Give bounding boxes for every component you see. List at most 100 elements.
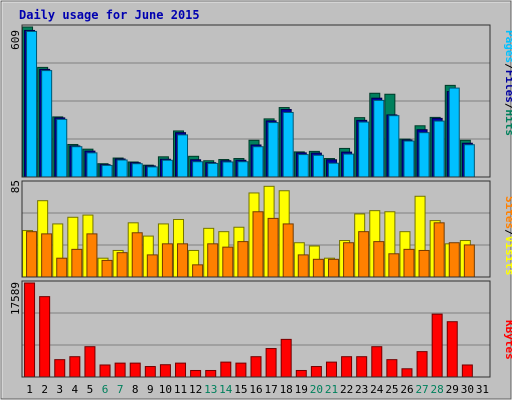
x-tick-label: 30	[461, 383, 474, 396]
pages-bar-day-9	[146, 166, 158, 178]
sites-bar-day-14	[222, 246, 234, 278]
legend-files: Files	[503, 70, 512, 103]
x-tick-label: 1	[26, 383, 33, 396]
kbytes-bar-day-28	[431, 313, 443, 378]
sites-bar-day-1	[26, 231, 38, 278]
pages-bar-day-1	[26, 30, 38, 178]
pages-bar-day-30	[463, 144, 475, 178]
kbytes-bar-day-15	[235, 362, 247, 378]
sites-bar-day-15	[237, 241, 249, 278]
chart-title: Daily usage for June 2015	[19, 8, 200, 22]
x-tick-label: 5	[87, 383, 94, 396]
pages-bar-day-5	[86, 152, 98, 178]
pages-bar-day-11	[177, 134, 189, 178]
x-tick-label: 10	[159, 383, 172, 396]
pages-bar-day-3	[56, 118, 68, 178]
x-tick-label: 11	[174, 383, 187, 396]
pages-bar-day-19	[297, 154, 309, 178]
x-tick-label: 24	[370, 383, 384, 396]
x-tick-label: 28	[431, 383, 444, 396]
pages-bar-day-24	[373, 99, 385, 178]
x-tick-label: 22	[340, 383, 353, 396]
sites-bar-day-20	[312, 258, 324, 278]
pages-bar-day-14	[222, 161, 234, 178]
hits-max-label: 609	[9, 30, 22, 50]
legend-kbytes: KBytes	[503, 320, 512, 360]
kbytes-bar-day-9	[144, 366, 156, 378]
kbytes-bar-day-4	[69, 356, 81, 378]
pages-bar-day-2	[41, 70, 53, 178]
sites-bar-day-3	[56, 257, 68, 278]
x-tick-label: 9	[147, 383, 154, 396]
sites-bar-day-7	[116, 252, 128, 278]
kbytes-bar-day-17	[265, 348, 277, 378]
sites-bar-day-10	[161, 243, 173, 278]
kbytes-bar-day-25	[386, 359, 398, 378]
kbytes-bar-day-29	[446, 321, 458, 378]
kbytes-bar-day-27	[416, 351, 428, 378]
x-tick-label: 29	[446, 383, 459, 396]
x-tick-label: 16	[249, 383, 262, 396]
hits-legend: Pages/Files/Hits	[503, 30, 512, 136]
kbytes-bar-day-14	[220, 361, 232, 378]
pages-bar-day-4	[71, 146, 83, 178]
kbytes-bar-day-7	[114, 362, 126, 378]
sites-bar-day-30	[463, 244, 475, 278]
kbytes-bar-day-24	[371, 346, 383, 378]
x-tick-label: 2	[41, 383, 48, 396]
kbytes-bar-day-23	[356, 356, 368, 378]
sites-bar-day-27	[418, 249, 430, 278]
x-tick-label: 4	[72, 383, 79, 396]
x-tick-label: 3	[56, 383, 63, 396]
x-tick-label: 31	[476, 383, 489, 396]
sites-bar-day-23	[358, 231, 370, 278]
sites-bar-day-4	[71, 248, 83, 278]
kbytes-bar-day-5	[84, 346, 96, 378]
legend-separator: /	[503, 103, 512, 110]
plot-border	[21, 180, 491, 278]
pages-bar-day-17	[267, 122, 279, 178]
x-tick-label: 26	[400, 383, 413, 396]
kbytes-bar-day-8	[129, 362, 141, 378]
kbytes-bar-day-1	[24, 282, 36, 378]
x-tick-label: 27	[415, 383, 428, 396]
x-tick-label: 13	[204, 383, 217, 396]
kbytes-panel	[21, 280, 491, 378]
kbytes-bar-day-3	[54, 359, 66, 378]
sites-bar-day-8	[131, 232, 143, 278]
x-tick-label: 19	[295, 383, 308, 396]
sites-bar-day-13	[207, 243, 219, 278]
kbytes-bar-day-11	[175, 362, 187, 378]
sites-bar-day-26	[403, 248, 415, 278]
kbytes-bar-day-22	[341, 356, 353, 378]
sites-bar-day-28	[433, 222, 445, 278]
x-tick-label: 21	[325, 383, 338, 396]
kbytes-bar-day-13	[205, 369, 217, 378]
pages-bar-day-8	[131, 163, 143, 178]
kbytes-max-label: 17589	[9, 282, 22, 315]
kbytes-bar-day-21	[325, 361, 337, 378]
sites-bar-day-21	[327, 258, 339, 278]
x-tick-label: 8	[132, 383, 139, 396]
legend-visits: Visits	[503, 236, 512, 276]
x-tick-label: 7	[117, 383, 124, 396]
legend-separator: /	[503, 63, 512, 70]
x-tick-label: 20	[310, 383, 323, 396]
x-tick-label: 17	[264, 383, 277, 396]
sites-bar-day-29	[448, 242, 460, 278]
sites-bar-day-2	[41, 233, 53, 278]
kbytes-bar-day-6	[99, 364, 111, 378]
sites-bar-day-17	[267, 217, 279, 278]
pages-bar-day-29	[448, 87, 460, 178]
x-tick-label: 12	[189, 383, 202, 396]
sites-bar-day-19	[297, 254, 309, 278]
x-tick-label: 25	[385, 383, 398, 396]
kbytes-bar-day-19	[295, 369, 307, 378]
pages-bar-day-27	[418, 132, 430, 178]
pages-bar-day-13	[207, 162, 219, 178]
legend-pages: Pages	[503, 30, 512, 63]
pages-bar-day-21	[327, 162, 339, 178]
sites-bar-day-9	[146, 254, 158, 278]
visits-max-label: 85	[9, 180, 22, 193]
